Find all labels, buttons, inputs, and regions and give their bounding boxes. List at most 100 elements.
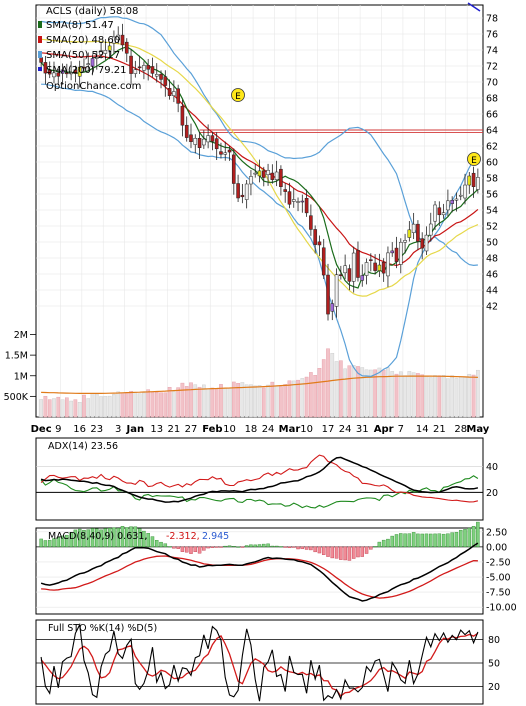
volume-bar	[381, 369, 386, 418]
macd-signal-line	[41, 555, 478, 599]
candle-body	[411, 223, 416, 233]
volume-bar	[446, 378, 450, 418]
candle-body	[274, 171, 279, 180]
volume-bar	[390, 371, 395, 418]
price-tick-label: 60	[486, 158, 498, 169]
candle-body	[309, 215, 313, 230]
macd-panel: 2.50 0.00 -2.50 -5.00 -7.50 -10.00	[36, 521, 517, 614]
candle-body	[351, 252, 356, 282]
volume-bar	[240, 382, 245, 418]
stochastic-title: Full STO %K(14) %D(5)	[48, 623, 157, 634]
volume-bar	[236, 383, 240, 418]
volume-bar	[343, 368, 347, 418]
macd-histogram-bar	[317, 546, 322, 554]
macd-histogram-bar	[407, 533, 412, 548]
candle-body	[279, 168, 283, 187]
earnings-marker-may-label: E	[471, 156, 477, 166]
volume-bar	[202, 384, 206, 418]
candle-body	[133, 69, 138, 74]
macd-tick-label: -5.00	[486, 573, 511, 584]
adx-tick-label: 40	[486, 462, 498, 473]
candle-body	[43, 62, 48, 74]
volume-bar	[52, 398, 56, 418]
macd-histogram-bar	[326, 546, 330, 557]
macd-histogram-bar	[403, 533, 407, 548]
candle-body	[437, 207, 442, 216]
candle-body	[373, 262, 377, 271]
volume-bar	[65, 397, 69, 418]
volume-bar	[142, 392, 146, 418]
macd-tick-label: 0.00	[486, 542, 507, 553]
volume-bars	[39, 348, 480, 418]
stochastic-d-line	[40, 632, 479, 697]
macd-histogram-bar	[420, 533, 424, 548]
volume-bar	[296, 379, 300, 418]
volume-bar	[219, 384, 223, 418]
candle-body	[95, 57, 99, 59]
price-tick-label: 52	[486, 222, 498, 233]
macd-histogram-bar	[424, 533, 429, 548]
volume-bar	[197, 386, 202, 418]
candle-body	[381, 261, 386, 274]
volume-bar	[266, 384, 270, 418]
adx-title: ADX(14) 23.56	[48, 441, 118, 452]
volume-bar	[129, 391, 133, 418]
candle-body	[300, 200, 305, 203]
macd-histogram-bar	[429, 533, 433, 548]
macd-histogram-bar	[292, 546, 296, 548]
x-tick-label: 14	[416, 424, 429, 435]
volume-bar	[90, 393, 95, 418]
volume-bar	[99, 396, 103, 418]
macd-histogram-bar	[197, 546, 202, 554]
candle-body	[476, 177, 480, 190]
candle-body	[403, 240, 407, 243]
price-tick-label: 56	[486, 190, 498, 201]
x-tick-label: 16	[73, 424, 86, 435]
candle-body	[60, 69, 65, 74]
macd-histogram-bar	[279, 546, 283, 548]
candle-body	[107, 45, 112, 51]
price-tick-label: 48	[486, 254, 498, 265]
macd-histogram-bar	[60, 535, 65, 548]
candle-body	[120, 34, 125, 46]
macd-histogram-bar	[52, 538, 56, 548]
volume-bar	[244, 384, 249, 418]
volume-bar	[339, 360, 343, 418]
candle-body	[214, 138, 219, 150]
price-tick-label: 42	[486, 302, 498, 313]
candle-body	[330, 303, 335, 312]
macd-histogram-bar	[176, 546, 180, 549]
adx-tick-label: 20	[486, 488, 498, 499]
price-tick-label: 76	[486, 30, 498, 41]
macd-histogram-bar	[202, 546, 206, 551]
date-axis: Dec 9 16 23 3 Jan 13 21 27 Feb 10 18 24 Mar 10 17 24 31 Ap…	[31, 424, 490, 435]
volume-bar	[411, 372, 416, 418]
volume-bar	[180, 382, 185, 418]
macd-histogram-bar	[270, 545, 275, 548]
candle-body	[206, 135, 210, 143]
candle-body	[326, 274, 330, 315]
candle-body	[446, 200, 450, 211]
candle-body	[73, 69, 78, 74]
volume-bar	[261, 387, 266, 418]
candle-body	[210, 135, 215, 142]
x-tick-label: 10	[223, 424, 236, 435]
volume-bar	[43, 395, 48, 418]
candle-body	[471, 172, 476, 187]
stochastic-k-line	[40, 622, 479, 702]
volume-bar	[253, 385, 258, 418]
candle-body	[424, 234, 429, 252]
candlesticks	[39, 23, 480, 321]
macd-histogram-bar	[356, 546, 360, 558]
candle-body	[176, 88, 180, 104]
candle-body	[398, 241, 403, 265]
volume-bar	[206, 388, 210, 418]
price-tick-label: 62	[486, 142, 498, 153]
candle-body	[458, 194, 463, 197]
lower-band-line	[41, 83, 478, 378]
volume-bar	[368, 369, 373, 418]
macd-histogram-bar	[142, 530, 146, 548]
macd-histogram-bar	[180, 546, 185, 552]
volume-bar	[360, 367, 365, 418]
volume-tick-label: 2M	[14, 330, 28, 341]
